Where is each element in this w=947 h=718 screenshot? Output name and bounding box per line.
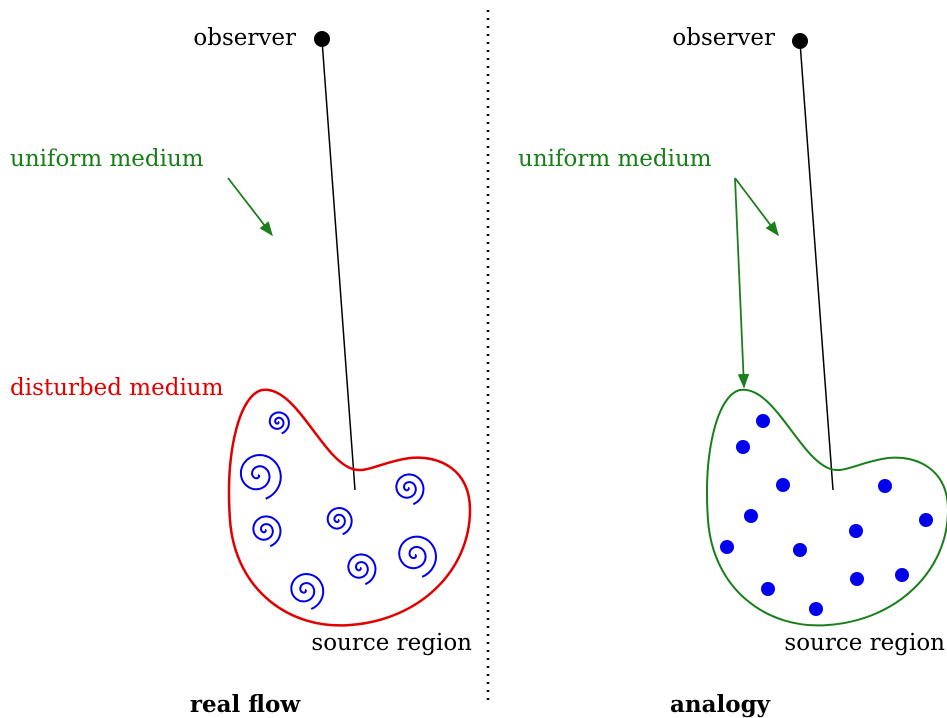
sight-line (321, 39, 356, 491)
observer-dot (792, 33, 808, 49)
caption: real flow (190, 691, 301, 718)
vortices (239, 411, 438, 610)
medium-label: uniform medium (10, 146, 204, 172)
source-region (227, 388, 472, 627)
arrow (227, 177, 273, 237)
vortex (326, 506, 353, 536)
caption: analogy (670, 691, 771, 718)
arrow (734, 177, 750, 389)
arrow (734, 177, 779, 237)
source-region (706, 388, 947, 627)
vortex (252, 515, 282, 548)
sight-line (799, 41, 834, 491)
vortex (268, 411, 290, 435)
observer-label: observer (672, 25, 775, 51)
disturbed-label: disturbed medium (10, 375, 224, 401)
vortex (347, 553, 377, 586)
vortex (395, 473, 425, 506)
vortex (239, 453, 282, 500)
medium-label: uniform medium (518, 146, 712, 172)
observer-dot (314, 31, 330, 47)
vortex (398, 535, 438, 578)
source-label: source region (311, 630, 472, 656)
source-label: source region (784, 630, 945, 656)
particles (720, 414, 933, 616)
observer-label: observer (193, 25, 296, 51)
vortex (290, 572, 325, 610)
